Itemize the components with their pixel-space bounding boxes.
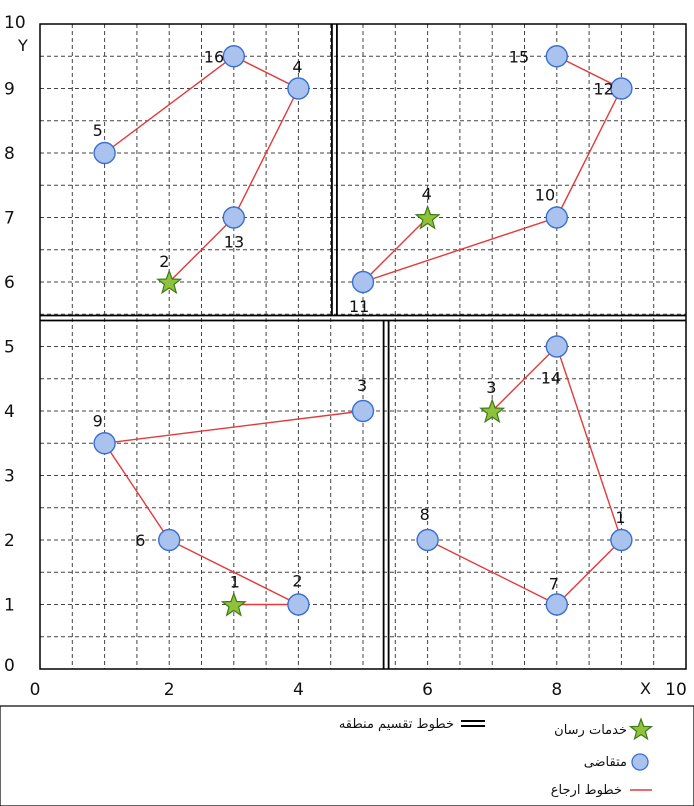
customer-point [546, 207, 567, 228]
service-provider-label: 1 [230, 573, 240, 592]
x-tick-label: 8 [551, 680, 562, 700]
legend-divider-label: خطوط تقسیم منطقه [339, 717, 454, 732]
customer-label: 7 [549, 575, 559, 594]
y-tick-label: 6 [4, 273, 15, 293]
customer-label: 9 [93, 411, 103, 430]
y-tick-label: 7 [4, 209, 15, 229]
customer-label: 5 [93, 121, 103, 140]
customer-label: 3 [357, 376, 367, 395]
customer-label: 6 [135, 531, 145, 550]
customer-point [94, 433, 115, 454]
customer-point [223, 46, 244, 67]
y-tick-label: 9 [4, 80, 15, 100]
customer-point [611, 530, 632, 551]
customer-label: 15 [509, 47, 529, 66]
x-axis-label: X [640, 679, 651, 698]
customer-point [159, 530, 180, 551]
customer-label: 2 [292, 572, 302, 591]
y-tick-label: 0 [4, 656, 15, 676]
legend-route-label: خطوط ارجاع [551, 783, 622, 798]
customer-label: 10 [535, 186, 555, 205]
customer-label: 8 [420, 505, 430, 524]
legend-customer-label: متقاضی [584, 755, 627, 770]
customer-point [353, 401, 374, 422]
customer-point [546, 336, 567, 357]
x-tick-label: 6 [422, 680, 433, 700]
service-provider-label: 3 [486, 378, 496, 397]
y-tick-label: 8 [4, 144, 15, 164]
legend-circle-icon [632, 754, 648, 770]
customer-point [546, 594, 567, 615]
customer-label: 14 [541, 369, 561, 388]
customer-label: 16 [204, 47, 224, 66]
customer-point [288, 594, 309, 615]
legend: خدمات رسان متقاضی خطوط ارجاع خطوط تقسیم … [0, 706, 694, 806]
y-tick-label: 10 [4, 13, 26, 33]
y-tick-label: 4 [4, 402, 15, 422]
y-tick-label: 1 [4, 596, 15, 616]
customer-point [546, 46, 567, 67]
service-provider-label: 2 [159, 252, 169, 271]
customer-label: 4 [292, 58, 302, 77]
customer-point [417, 530, 438, 551]
customer-point [353, 272, 374, 293]
customer-point [223, 207, 244, 228]
y-tick-label: 2 [4, 531, 15, 551]
customer-label: 13 [224, 233, 244, 252]
y-axis-label: Y [17, 36, 28, 55]
y-tick-label: 3 [4, 467, 15, 487]
x-tick-label: 10 [665, 680, 687, 700]
x-tick-label: 4 [293, 680, 304, 700]
y-tick-label: 5 [4, 338, 15, 358]
service-provider-label: 4 [422, 185, 432, 204]
customer-point [288, 78, 309, 99]
customer-label: 1 [615, 508, 625, 527]
legend-service-label: خدمات رسان [554, 723, 627, 738]
customer-point [94, 143, 115, 164]
x-tick-label: 2 [164, 680, 175, 700]
customer-label: 12 [593, 80, 613, 99]
customer-label: 11 [349, 297, 369, 316]
customer-point [611, 78, 632, 99]
x-tick-label: 0 [30, 680, 41, 700]
